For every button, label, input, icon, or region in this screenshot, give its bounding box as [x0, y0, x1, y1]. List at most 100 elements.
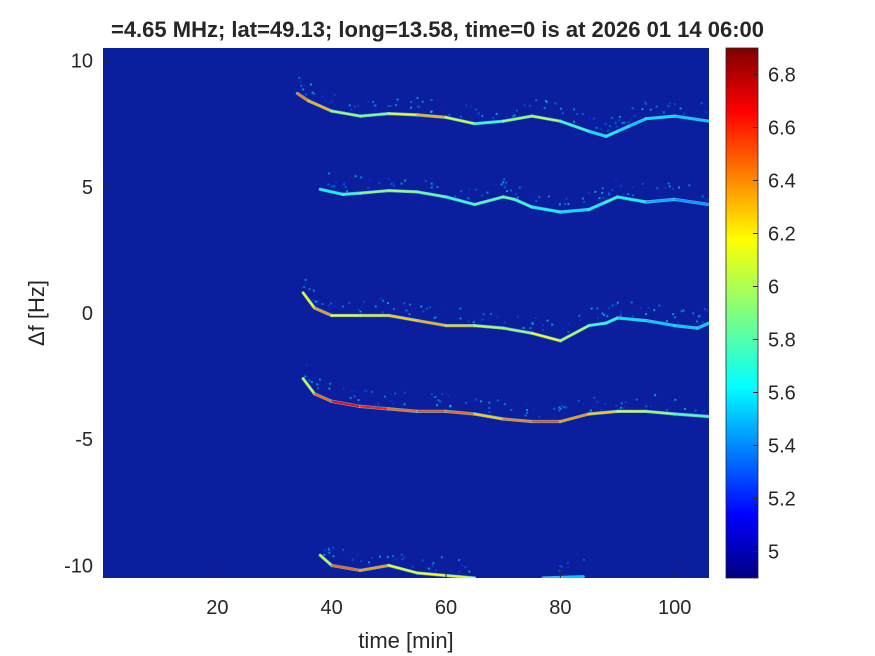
speckle — [314, 300, 317, 303]
speckle — [503, 178, 506, 181]
speckle — [601, 191, 603, 194]
y-tick: 10 — [71, 51, 109, 73]
speckle — [400, 553, 403, 556]
x-axis-label: time [min] — [358, 628, 453, 653]
speckle — [448, 113, 451, 116]
speckle — [659, 195, 662, 198]
speckle — [348, 104, 351, 107]
trace-segment — [645, 115, 676, 120]
colorbar-tick-label: 5.2 — [768, 489, 796, 511]
x-tick-label: 80 — [549, 597, 571, 619]
x-tick: 60 — [435, 572, 457, 619]
speckle — [524, 414, 527, 417]
trace-segment — [559, 208, 590, 213]
speckle — [567, 330, 570, 333]
y-tick-label: -5 — [75, 429, 93, 451]
speckle — [554, 102, 557, 105]
speckle — [328, 551, 331, 554]
speckle — [616, 301, 619, 304]
speckle — [595, 126, 598, 129]
speckle — [611, 301, 614, 304]
speckle — [666, 320, 668, 322]
speckle — [376, 174, 379, 177]
speckle — [356, 308, 359, 311]
speckle — [430, 177, 433, 180]
trace-segment — [530, 115, 562, 123]
speckle — [359, 310, 362, 313]
speckle — [611, 304, 614, 307]
speckle — [443, 109, 446, 112]
speckle — [649, 108, 652, 111]
speckle — [506, 190, 508, 193]
speckle — [667, 105, 670, 107]
speckle — [529, 327, 532, 330]
speckle — [424, 180, 427, 182]
x-tick: 20 — [206, 572, 228, 619]
speckle — [641, 108, 644, 111]
speckle — [572, 120, 575, 123]
speckle — [620, 120, 623, 123]
trace-segment — [473, 413, 505, 420]
speckle — [333, 185, 336, 188]
x-tick: 80 — [549, 572, 571, 619]
speckle — [379, 555, 381, 558]
speckle — [328, 387, 331, 390]
colorbar-tick-label: 6.4 — [768, 171, 796, 193]
speckle — [374, 305, 377, 308]
speckle — [662, 111, 665, 114]
trace-segment — [673, 324, 699, 330]
speckle — [334, 180, 337, 183]
speckle — [425, 307, 428, 310]
speckle — [469, 116, 472, 119]
speckle — [368, 561, 370, 564]
speckle — [531, 203, 534, 205]
speckle — [303, 84, 305, 87]
trace-segment — [502, 115, 533, 123]
speckle — [605, 198, 608, 201]
speckle — [328, 172, 331, 175]
speckle — [608, 193, 610, 196]
speckle — [430, 110, 433, 113]
speckle — [488, 401, 491, 404]
speckle — [304, 93, 307, 96]
speckle — [590, 409, 592, 412]
speckle — [588, 192, 590, 195]
speckle — [475, 398, 478, 401]
speckle — [331, 100, 334, 103]
trace-segment — [673, 413, 709, 418]
speckle — [708, 196, 709, 199]
speckle — [392, 555, 395, 558]
trace-segment — [359, 112, 390, 118]
trace-segment — [416, 572, 447, 577]
colorbar-tick-label: 5.8 — [768, 330, 796, 352]
trace-segment — [302, 291, 316, 309]
speckle — [461, 564, 463, 567]
speckle — [708, 399, 709, 402]
speckle — [436, 404, 438, 407]
speckle — [430, 182, 433, 185]
speckle — [353, 389, 356, 392]
speckle — [538, 415, 541, 418]
speckle — [467, 320, 470, 323]
x-tick: 40 — [321, 572, 343, 619]
speckle — [526, 411, 529, 414]
trace-segment — [342, 192, 362, 196]
speckle — [460, 115, 462, 118]
speckle — [668, 185, 671, 188]
trace-segment — [616, 195, 648, 203]
speckle — [573, 108, 576, 111]
speckle — [389, 400, 392, 402]
trace-segment — [616, 317, 648, 322]
speckle — [392, 182, 395, 184]
speckle — [510, 408, 513, 411]
speckle — [481, 114, 484, 117]
speckle — [306, 376, 309, 379]
speckle — [526, 409, 528, 411]
trace-segment — [330, 110, 362, 118]
speckle — [593, 396, 596, 399]
y-axis-label: Δf [Hz] — [24, 280, 49, 346]
speckle — [494, 183, 497, 186]
speckle — [386, 302, 389, 305]
speckle — [305, 364, 308, 367]
speckle — [350, 389, 353, 392]
